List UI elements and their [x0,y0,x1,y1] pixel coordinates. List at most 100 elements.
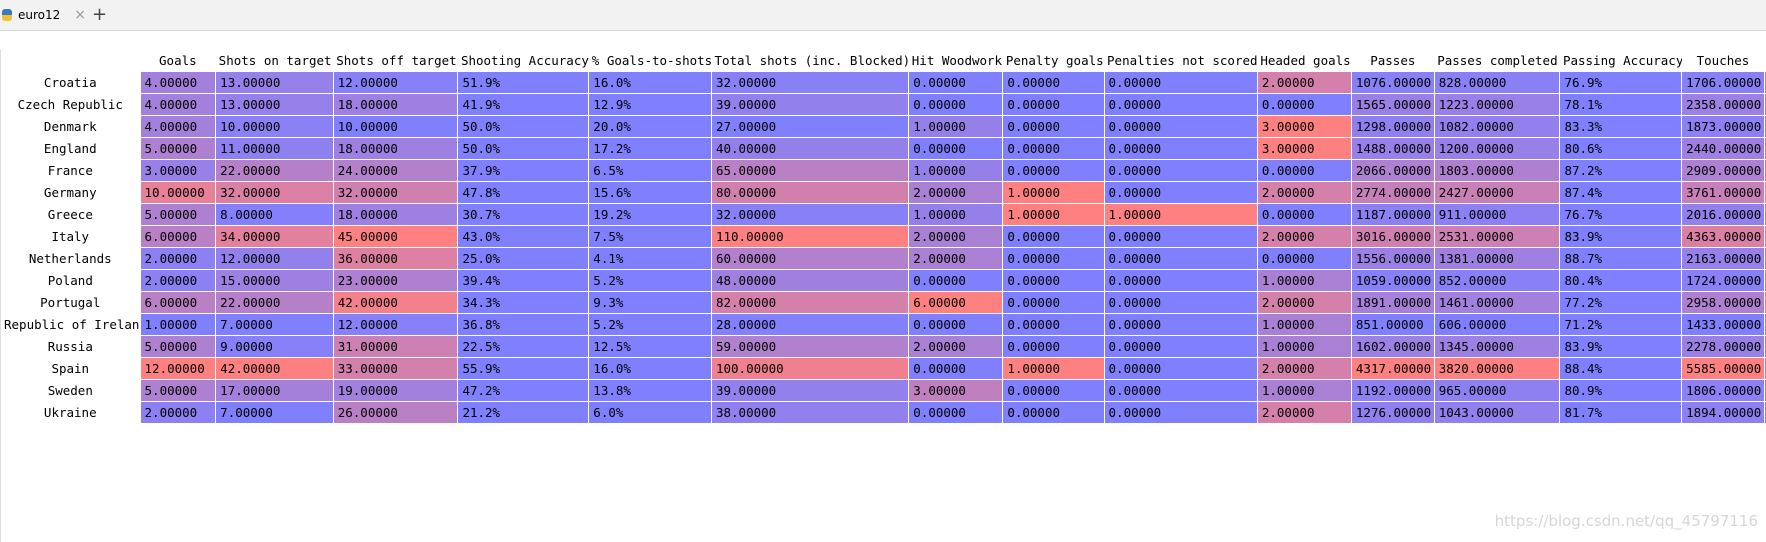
row-label: Italy [51,229,90,244]
cell: 2.00000 [1256,357,1352,380]
cell: 80.4% [1559,269,1683,292]
cell: 41.9% [457,93,590,116]
cell: 7.00000 [215,401,334,424]
close-tab[interactable]: × [74,7,87,23]
cell: 9.00000 [215,335,334,358]
cell: 3016.00000 [1350,225,1435,248]
cell: 32.00000 [710,203,910,226]
cell: 0.00000 [1002,159,1105,182]
cell: 32.00000 [710,71,910,94]
row-label: Portugal [40,295,101,310]
cell: 2.00000 [1256,71,1352,94]
cell: 1345.00000 [1433,335,1561,358]
cell: 33.00000 [1763,401,1766,424]
cell: 2.00000 [1256,225,1352,248]
cell: 0.00000 [1002,291,1105,314]
cell: 18.00000 [332,203,459,226]
cell: 50.0% [457,137,590,160]
column-header: Penalties not scored [1107,53,1258,68]
cell: 31.00000 [332,335,459,358]
column-header: % Goals-to-shots [591,53,712,68]
row-label: Ukraine [43,405,97,420]
table-row: Germany 10.00000 32.00000 32.00000 47.8% 15.6… [1,181,1766,204]
cell: 23.00000 [332,269,459,292]
cell: 1.00000 [1256,379,1352,402]
cell: 4.00000 [139,115,217,138]
cell: 45.00000 [332,225,459,248]
table-row: Italy 6.00000 34.00000 45.00000 43.0% 7.5% 110… [1,225,1766,248]
cell: 110.00000 [710,225,910,248]
cell: 0.00000 [908,137,1004,160]
cell: 1433.00000 [1681,313,1765,336]
cell: 39.4% [457,269,590,292]
cell: 17.00000 [215,379,334,402]
row-label: Germany [43,185,97,200]
index-header [1,50,140,72]
cell: 3.00000 [908,379,1004,402]
cell: 0.00000 [1002,313,1105,336]
cell: 0.00000 [1002,247,1105,270]
cell: 1.00000 [139,313,217,336]
row-label: Greece [47,207,93,222]
cell: 88.7% [1559,247,1683,270]
cell: 5.00000 [139,137,217,160]
cell: 1873.00000 [1681,115,1765,138]
cell: 2278.00000 [1681,335,1765,358]
new-tab[interactable]: + [92,4,108,25]
cell: 3.00000 [1256,115,1352,138]
cell: 1.00000 [1002,181,1105,204]
cell: 3.00000 [1256,137,1352,160]
cell: 50.0% [457,115,590,138]
cell: 6.00000 [908,291,1004,314]
header-row: Goals Shots on target Shots off target Shoo… [1,50,1766,72]
cell: 4.1% [588,247,712,270]
cell: 65.00000 [710,159,910,182]
cell: 80.00000 [710,181,910,204]
cell: 911.00000 [1433,203,1561,226]
cell: 2774.00000 [1350,181,1435,204]
watermark: https://blog.csdn.net/qq_45797116 [1494,512,1758,530]
cell: 2016.00000 [1681,203,1765,226]
cell: 83.9% [1559,225,1683,248]
cell: 25.0% [457,247,590,270]
cell: 38.00000 [710,401,910,424]
cell: 13.8% [588,379,712,402]
cell: 36.00000 [332,247,459,270]
cell: 1298.00000 [1350,115,1435,138]
cell: 0.00000 [1002,137,1105,160]
cell: 17.2% [588,137,712,160]
table-row: Poland 2.00000 15.00000 23.00000 39.4% 5.2% 48… [1,269,1766,292]
cell: 16.0% [588,357,712,380]
row-label: Spain [51,361,90,376]
cell: 0.00000 [1103,225,1258,248]
cell: 0.00000 [1103,357,1258,380]
cell: 32.00000 [215,181,334,204]
cell: 2427.00000 [1433,181,1561,204]
cell: 36.8% [457,313,590,336]
row-label: Russia [47,339,93,354]
cell: 6.00000 [139,291,217,314]
cell: 88.4% [1559,357,1683,380]
tab[interactable]: euro12 × [0,0,86,30]
cell: 47.8% [457,181,590,204]
tab-title[interactable]: euro12 [18,8,61,22]
cell: 5.00000 [139,379,217,402]
cell: 37.9% [457,159,590,182]
cell: 0.00000 [1256,247,1352,270]
cell: 2.00000 [139,401,217,424]
cell: 13.00000 [215,93,334,116]
cell: 1488.00000 [1350,137,1435,160]
cell: 1192.00000 [1350,379,1435,402]
cell: 1223.00000 [1433,93,1561,116]
column-header: Total shots (inc. Blocked) [714,53,909,68]
cell: 80.9% [1559,379,1683,402]
data-table: Goals Shots on target Shots off target Shoo… [1,50,1766,424]
cell: 1461.00000 [1433,291,1561,314]
cell: 21.2% [457,401,590,424]
table-row: Sweden 5.00000 17.00000 19.00000 47.2% 13.8% 3… [1,379,1766,402]
cell: 606.00000 [1433,313,1561,336]
table-row: Czech Republic 4.00000 13.00000 18.00000 41.… [1,93,1766,116]
cell: 0.00000 [1103,181,1258,204]
cell: 2.00000 [139,247,217,270]
cell: 7.5% [588,225,712,248]
